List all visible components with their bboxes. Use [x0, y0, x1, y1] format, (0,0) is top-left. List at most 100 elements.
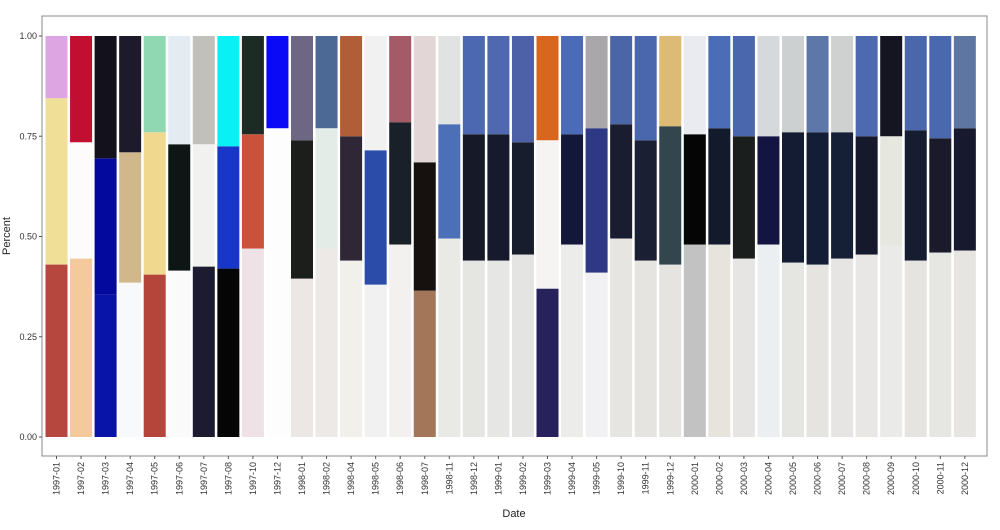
x-tick-label: 1997-01: [52, 462, 62, 495]
bar-segment-2000-12-2: [953, 36, 976, 129]
bar-segment-1997-01-1: [45, 98, 68, 265]
y-axis-title: Percent: [1, 217, 13, 255]
bar-segment-1998-01-2: [291, 36, 313, 141]
bar-segment-2000-07-2: [831, 36, 854, 133]
bar-segment-1998-07-2: [413, 36, 436, 163]
bar-segment-2000-11-1: [929, 138, 952, 253]
bar-segment-1999-11-2: [634, 36, 657, 141]
bar-segment-2000-06-0: [806, 264, 829, 437]
x-tick-label: 2000-07: [837, 462, 847, 495]
bar-segment-1999-12-2: [659, 36, 682, 127]
bar-segment-1999-03-2: [536, 36, 559, 141]
bar-segment-1999-11-0: [634, 260, 657, 437]
bar-segment-1999-11-1: [634, 140, 657, 261]
x-axis-title: Date: [502, 508, 525, 520]
bar-segment-1997-10-1: [241, 134, 264, 249]
x-tick-label: 1997-05: [150, 462, 160, 495]
bar-segment-1998-07-1: [413, 162, 436, 291]
bar-segment-1997-02-0: [70, 258, 93, 437]
bar-segment-1997-12-0: [266, 128, 289, 438]
bar-segment-1999-04-2: [561, 36, 584, 135]
y-tick-label: 0.50: [19, 232, 37, 242]
x-tick-label: 2000-05: [788, 462, 798, 495]
bar-segment-2000-10-1: [904, 130, 927, 261]
bar-segment-1999-10-2: [610, 36, 633, 125]
bar-segment-2000-05-1: [782, 132, 804, 263]
bar-segment-1998-02-0: [315, 248, 338, 437]
bar-segment-2000-05-0: [782, 262, 804, 437]
x-tick-label: 1998-11: [444, 462, 454, 494]
bar-segment-1999-03-0: [536, 288, 559, 437]
x-tick-label: 2000-06: [813, 462, 823, 495]
bar-segment-2000-10-0: [904, 260, 927, 437]
bar-segment-1999-03-1: [536, 140, 559, 289]
bar-segment-2000-03-2: [732, 36, 755, 137]
x-tick-label: 1999-12: [665, 462, 675, 495]
bar-segment-1997-05-1: [143, 132, 166, 275]
bar-segment-1998-06-2: [389, 36, 412, 123]
bar-segment-2000-06-1: [806, 132, 829, 265]
x-tick-label: 1999-10: [616, 462, 626, 495]
bar-segment-1999-02-1: [511, 142, 534, 255]
x-tick-label: 2000-04: [763, 462, 773, 495]
bar-segment-2000-02-0: [708, 244, 731, 437]
x-tick-label: 1998-12: [469, 462, 479, 495]
bar-segment-1998-01-0: [291, 278, 313, 437]
x-tick-label: 1998-04: [346, 462, 356, 495]
bar-segment-2000-09-0: [880, 244, 903, 437]
bar-segment-1999-05-1: [585, 128, 608, 273]
bar-segment-1999-12-0: [659, 264, 682, 437]
bar-segment-1997-08-0: [217, 268, 240, 437]
bar-segment-1998-12-1: [462, 134, 485, 261]
bar-segment-2000-03-1: [732, 136, 755, 259]
bar-segment-1999-05-2: [585, 36, 608, 129]
bar-segment-1999-01-0: [487, 260, 510, 437]
bar-segment-2000-06-2: [806, 36, 829, 133]
bar-segment-2000-07-0: [831, 258, 854, 437]
bar-segment-2000-09-1: [880, 136, 903, 245]
bar-segment-2000-10-2: [904, 36, 927, 131]
x-tick-label: 1998-05: [371, 462, 381, 495]
x-tick-label: 1999-04: [567, 462, 577, 495]
bar-segment-1997-05-0: [143, 274, 166, 437]
bar-segment-1998-05-0: [364, 284, 387, 437]
bar-segment-2000-04-2: [757, 36, 780, 137]
bar-segment-1998-05-2: [364, 36, 387, 151]
x-tick-label: 2000-10: [911, 462, 921, 495]
bar-segment-1998-11-2: [438, 36, 461, 125]
bar-segment-1997-02-1: [70, 142, 93, 259]
bar-segment-1997-03-2: [94, 36, 117, 159]
bar-segment-1998-01-1: [291, 140, 313, 279]
x-tick-label: 1997-12: [272, 462, 282, 495]
bars-group: [45, 36, 976, 438]
x-tick-label: 1997-04: [125, 462, 135, 495]
bar-segment-1999-12-1: [659, 126, 682, 265]
x-tick-label: 1997-03: [101, 462, 111, 495]
bar-segment-1997-07-1: [192, 144, 215, 267]
bar-segment-2000-12-0: [953, 250, 976, 437]
x-tick-label: 1999-02: [518, 462, 528, 495]
bar-segment-1997-03-1: [94, 158, 117, 295]
bar-segment-2000-08-1: [855, 136, 878, 255]
x-tick-label: 1998-07: [420, 462, 430, 495]
bar-segment-1998-11-0: [438, 238, 461, 437]
bar-segment-2000-02-2: [708, 36, 731, 129]
bar-segment-1997-04-0: [119, 282, 142, 437]
bar-segment-1998-06-1: [389, 122, 412, 245]
x-tick-label: 1999-05: [592, 462, 602, 495]
bar-segment-1998-11-1: [438, 124, 461, 239]
y-tick-label: 0.25: [19, 332, 37, 342]
bar-segment-2000-11-2: [929, 36, 952, 139]
bar-segment-1997-07-2: [192, 36, 215, 145]
bar-segment-1999-01-1: [487, 134, 510, 261]
bar-segment-1997-06-0: [168, 270, 191, 437]
x-tick-label: 1997-02: [76, 462, 86, 495]
bar-segment-2000-12-1: [953, 128, 976, 251]
x-tick-label: 1999-03: [543, 462, 553, 495]
bar-segment-1999-10-1: [610, 124, 633, 239]
y-axis-ticks: 0.00 0.25 0.50 0.75 1.00: [19, 31, 42, 442]
x-tick-label: 1997-06: [174, 462, 184, 495]
bar-segment-1998-04-2: [340, 36, 363, 137]
x-tick-label: 1997-08: [223, 462, 233, 495]
